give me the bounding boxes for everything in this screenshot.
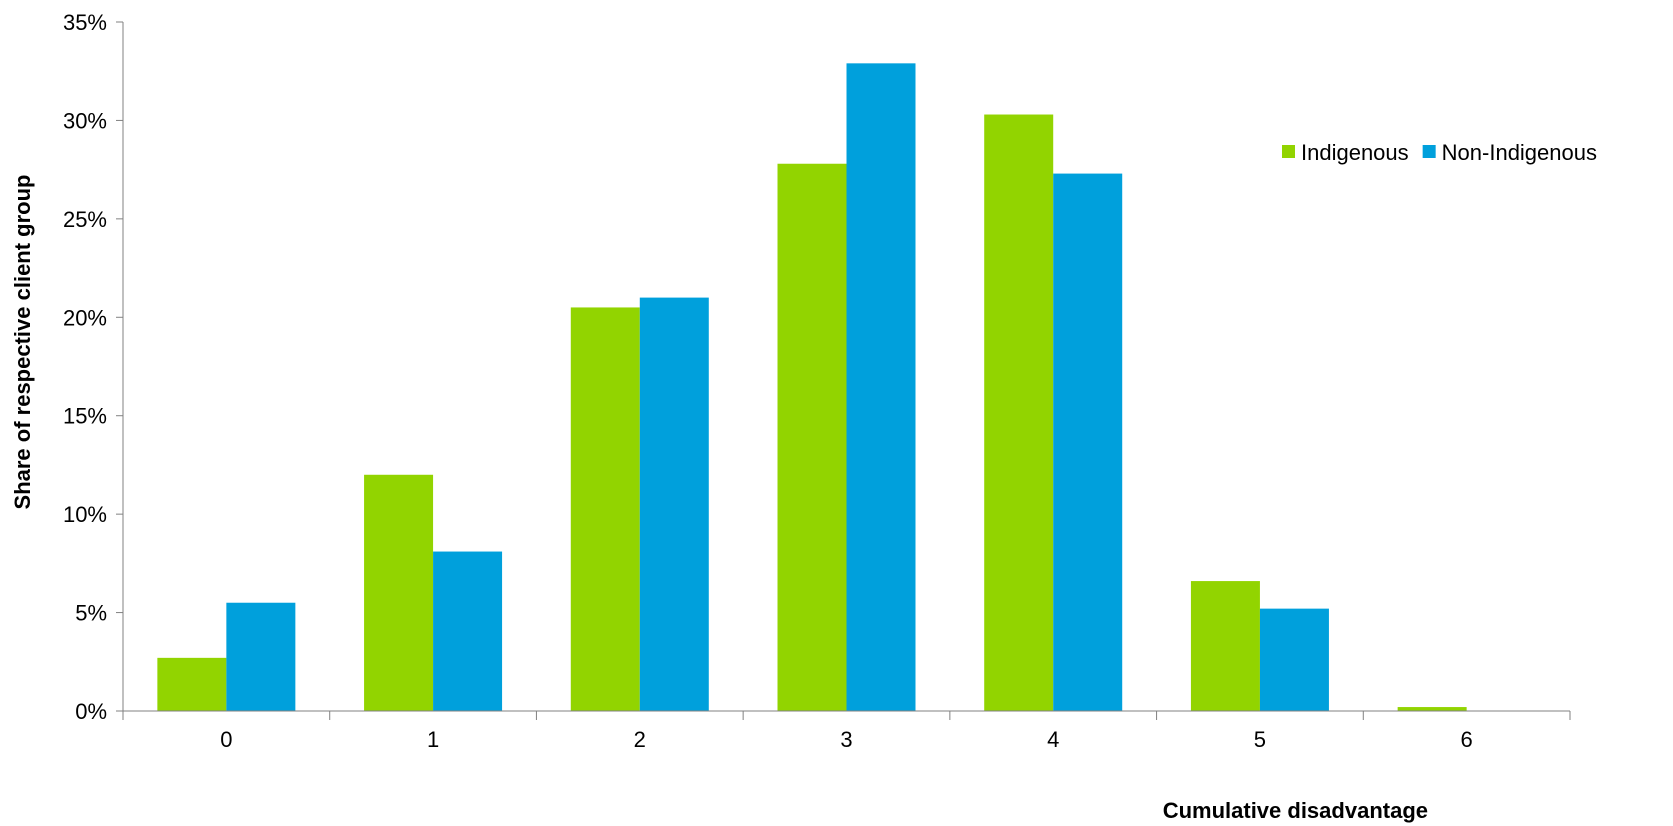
x-tick-label: 0 bbox=[220, 727, 232, 752]
bar-indigenous-1 bbox=[364, 474, 434, 711]
x-axis-ticks: 0 1 2 3 4 5 6 bbox=[122, 711, 1571, 752]
x-tick-label: 4 bbox=[1047, 727, 1059, 752]
y-tick-label: 20% bbox=[63, 305, 107, 330]
x-tick-label: 2 bbox=[634, 727, 646, 752]
x-tick-label: 6 bbox=[1461, 727, 1473, 752]
bars bbox=[157, 63, 1467, 712]
x-axis-title: Cumulative disadvantage bbox=[1163, 798, 1428, 823]
bar-non-indigenous-0 bbox=[226, 602, 296, 711]
y-tick-label: 0% bbox=[75, 699, 107, 724]
y-tick-label: 15% bbox=[63, 404, 107, 429]
y-tick-label: 5% bbox=[75, 601, 107, 626]
bar-indigenous-4 bbox=[984, 114, 1054, 712]
legend: Indigenous Non-Indigenous bbox=[1282, 140, 1597, 165]
x-tick-label: 5 bbox=[1254, 727, 1266, 752]
bar-indigenous-0 bbox=[157, 657, 227, 711]
bar-non-indigenous-1 bbox=[433, 551, 503, 711]
axes bbox=[122, 22, 1570, 712]
legend-label-non-indigenous: Non-Indigenous bbox=[1442, 140, 1597, 165]
legend-swatch-non-indigenous bbox=[1422, 145, 1436, 158]
bar-indigenous-2 bbox=[570, 307, 640, 711]
y-tick-label: 30% bbox=[63, 108, 107, 133]
bar-indigenous-3 bbox=[777, 163, 847, 712]
x-tick-label: 3 bbox=[840, 727, 852, 752]
y-axis-ticks: 0% 5% 10% 15% 20% 25% 30% 35% bbox=[63, 10, 123, 724]
y-tick-label: 25% bbox=[63, 207, 107, 232]
bar-non-indigenous-3 bbox=[846, 63, 916, 711]
y-tick-label: 10% bbox=[63, 502, 107, 527]
bar-non-indigenous-4 bbox=[1053, 173, 1123, 711]
bar-indigenous-5 bbox=[1190, 581, 1260, 711]
y-axis-title: Share of respective client group bbox=[10, 175, 35, 510]
bar-non-indigenous-2 bbox=[639, 297, 709, 711]
bar-indigenous-6 bbox=[1397, 707, 1467, 711]
legend-swatch-indigenous bbox=[1282, 145, 1295, 158]
x-tick-label: 1 bbox=[427, 727, 439, 752]
y-tick-label: 35% bbox=[63, 10, 107, 35]
bar-non-indigenous-5 bbox=[1259, 608, 1329, 711]
legend-label-indigenous: Indigenous bbox=[1301, 140, 1409, 165]
